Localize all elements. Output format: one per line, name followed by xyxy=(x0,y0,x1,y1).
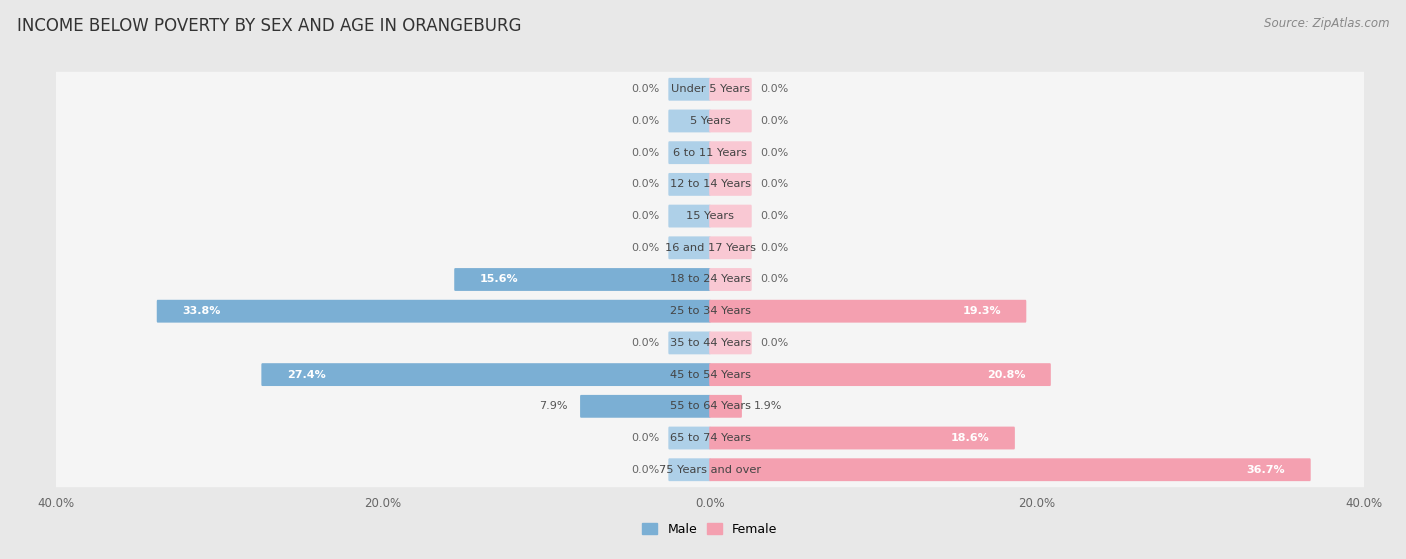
Text: 0.0%: 0.0% xyxy=(631,465,659,475)
FancyBboxPatch shape xyxy=(156,300,711,323)
Text: 0.0%: 0.0% xyxy=(631,433,659,443)
Text: 18.6%: 18.6% xyxy=(950,433,990,443)
Text: 0.0%: 0.0% xyxy=(631,148,659,158)
Text: 0.0%: 0.0% xyxy=(631,116,659,126)
Text: 19.3%: 19.3% xyxy=(962,306,1001,316)
FancyBboxPatch shape xyxy=(53,167,1367,202)
FancyBboxPatch shape xyxy=(668,173,711,196)
FancyBboxPatch shape xyxy=(53,420,1367,456)
FancyBboxPatch shape xyxy=(709,110,752,132)
Text: 15 Years: 15 Years xyxy=(686,211,734,221)
Text: 1.9%: 1.9% xyxy=(754,401,783,411)
FancyBboxPatch shape xyxy=(581,395,711,418)
FancyBboxPatch shape xyxy=(668,427,711,449)
FancyBboxPatch shape xyxy=(53,135,1367,170)
Text: 75 Years and over: 75 Years and over xyxy=(659,465,761,475)
FancyBboxPatch shape xyxy=(53,452,1367,487)
FancyBboxPatch shape xyxy=(668,78,711,101)
Text: 0.0%: 0.0% xyxy=(631,338,659,348)
Text: 0.0%: 0.0% xyxy=(761,148,789,158)
FancyBboxPatch shape xyxy=(709,458,1310,481)
Text: 6 to 11 Years: 6 to 11 Years xyxy=(673,148,747,158)
Text: 0.0%: 0.0% xyxy=(761,243,789,253)
FancyBboxPatch shape xyxy=(53,262,1367,297)
Text: 0.0%: 0.0% xyxy=(631,179,659,190)
Text: 0.0%: 0.0% xyxy=(631,243,659,253)
Text: 0.0%: 0.0% xyxy=(761,84,789,94)
FancyBboxPatch shape xyxy=(53,103,1367,139)
Text: 0.0%: 0.0% xyxy=(761,274,789,285)
FancyBboxPatch shape xyxy=(53,198,1367,234)
Text: 25 to 34 Years: 25 to 34 Years xyxy=(669,306,751,316)
FancyBboxPatch shape xyxy=(709,395,742,418)
Text: 12 to 14 Years: 12 to 14 Years xyxy=(669,179,751,190)
FancyBboxPatch shape xyxy=(709,205,752,228)
FancyBboxPatch shape xyxy=(53,294,1367,329)
FancyBboxPatch shape xyxy=(53,230,1367,265)
FancyBboxPatch shape xyxy=(709,173,752,196)
FancyBboxPatch shape xyxy=(53,72,1367,107)
Text: 35 to 44 Years: 35 to 44 Years xyxy=(669,338,751,348)
Text: Source: ZipAtlas.com: Source: ZipAtlas.com xyxy=(1264,17,1389,30)
FancyBboxPatch shape xyxy=(709,427,1015,449)
Text: 0.0%: 0.0% xyxy=(631,84,659,94)
FancyBboxPatch shape xyxy=(709,236,752,259)
FancyBboxPatch shape xyxy=(53,357,1367,392)
FancyBboxPatch shape xyxy=(709,331,752,354)
Text: 0.0%: 0.0% xyxy=(761,179,789,190)
FancyBboxPatch shape xyxy=(709,141,752,164)
Text: 7.9%: 7.9% xyxy=(540,401,568,411)
Text: 20.8%: 20.8% xyxy=(987,369,1025,380)
FancyBboxPatch shape xyxy=(53,389,1367,424)
FancyBboxPatch shape xyxy=(53,325,1367,361)
Text: 45 to 54 Years: 45 to 54 Years xyxy=(669,369,751,380)
FancyBboxPatch shape xyxy=(668,236,711,259)
FancyBboxPatch shape xyxy=(262,363,711,386)
Text: 65 to 74 Years: 65 to 74 Years xyxy=(669,433,751,443)
Legend: Male, Female: Male, Female xyxy=(637,518,783,541)
Text: 15.6%: 15.6% xyxy=(479,274,519,285)
FancyBboxPatch shape xyxy=(668,205,711,228)
Text: 0.0%: 0.0% xyxy=(761,211,789,221)
FancyBboxPatch shape xyxy=(668,141,711,164)
Text: 5 Years: 5 Years xyxy=(690,116,730,126)
Text: INCOME BELOW POVERTY BY SEX AND AGE IN ORANGEBURG: INCOME BELOW POVERTY BY SEX AND AGE IN O… xyxy=(17,17,522,35)
Text: 16 and 17 Years: 16 and 17 Years xyxy=(665,243,755,253)
FancyBboxPatch shape xyxy=(668,458,711,481)
Text: 36.7%: 36.7% xyxy=(1247,465,1285,475)
FancyBboxPatch shape xyxy=(709,78,752,101)
Text: 0.0%: 0.0% xyxy=(761,338,789,348)
FancyBboxPatch shape xyxy=(454,268,711,291)
FancyBboxPatch shape xyxy=(668,331,711,354)
FancyBboxPatch shape xyxy=(709,268,752,291)
Text: 0.0%: 0.0% xyxy=(631,211,659,221)
FancyBboxPatch shape xyxy=(709,300,1026,323)
Text: 18 to 24 Years: 18 to 24 Years xyxy=(669,274,751,285)
Text: 55 to 64 Years: 55 to 64 Years xyxy=(669,401,751,411)
Text: Under 5 Years: Under 5 Years xyxy=(671,84,749,94)
Text: 33.8%: 33.8% xyxy=(183,306,221,316)
FancyBboxPatch shape xyxy=(709,363,1050,386)
Text: 27.4%: 27.4% xyxy=(287,369,325,380)
Text: 0.0%: 0.0% xyxy=(761,116,789,126)
FancyBboxPatch shape xyxy=(668,110,711,132)
